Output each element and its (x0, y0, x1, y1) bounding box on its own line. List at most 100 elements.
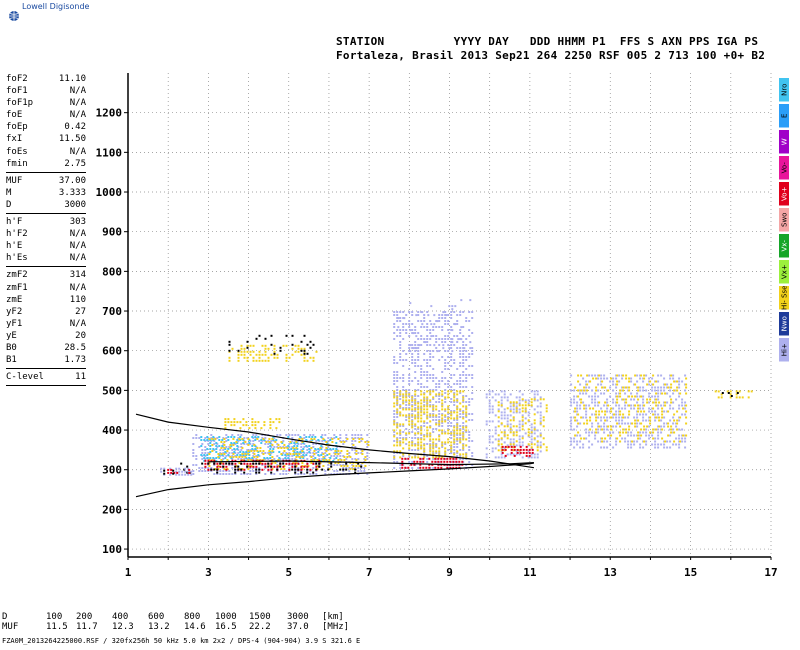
echo-pixel (240, 446, 243, 448)
echo-pixel (357, 462, 360, 465)
param-value: N/A (69, 318, 86, 329)
echo-pixel (591, 422, 594, 425)
echo-pixel (329, 457, 332, 459)
echo-pixel (275, 439, 278, 441)
echo-pixel (324, 473, 327, 475)
echo-pixel (423, 374, 426, 376)
echo-pixel (209, 451, 212, 453)
distance-row: D 100 200 400 600 800 1000 1500 3000 [km] (2, 612, 402, 623)
x-tick-label: 13 (604, 566, 617, 579)
echo-pixel (468, 404, 471, 406)
echo-pixel (663, 377, 666, 380)
echo-pixel (654, 413, 657, 416)
echo-pixel (657, 380, 660, 383)
echo-pixel (227, 421, 230, 424)
echo-pixel (294, 465, 297, 468)
echo-pixel (509, 431, 512, 434)
echo-pixel (330, 464, 333, 466)
echo-pixel (420, 344, 423, 346)
echo-pixel (447, 419, 450, 421)
echo-pixel (729, 390, 732, 393)
echo-pixel (340, 465, 343, 467)
echo-pixel (503, 390, 506, 393)
echo-pixel (465, 350, 468, 352)
echo-pixel (342, 440, 345, 442)
echo-pixel (225, 462, 228, 465)
echo-pixel (402, 396, 405, 399)
echo-pixel (273, 347, 276, 350)
echo-pixel (405, 393, 408, 396)
legend-item: W (779, 130, 789, 154)
echo-pixel (253, 456, 256, 458)
echo-pixel (408, 335, 411, 337)
echo-pixel (255, 359, 258, 362)
echo-pixel (354, 471, 357, 474)
echo-pixel (661, 413, 664, 416)
echo-pixel (408, 347, 411, 349)
echo-pixel (367, 444, 370, 446)
echo-pixel (471, 374, 474, 376)
echo-pixel (488, 390, 491, 393)
echo-pixel (456, 443, 459, 445)
echo-pixel (444, 317, 447, 319)
param-row: MUF 37.00 (6, 175, 86, 187)
echo-pixel (414, 398, 417, 400)
echo-pixel (634, 425, 637, 428)
echo-pixel (579, 392, 582, 395)
echo-pixel (591, 398, 594, 401)
echo-pixel (361, 438, 364, 440)
echo-pixel (639, 386, 642, 389)
echo-pixel (597, 404, 600, 407)
echo-pixel (315, 473, 318, 475)
echo-pixel (320, 454, 323, 456)
echo-pixel (328, 462, 331, 464)
echo-pixel (313, 438, 316, 440)
echo-pixel (450, 449, 453, 451)
echo-pixel (169, 467, 172, 470)
echo-pixel (414, 443, 417, 445)
echo-pixel (239, 436, 242, 438)
echo-pixel (570, 374, 573, 377)
echo-pixel (649, 398, 652, 401)
echo-pixel (652, 431, 655, 434)
echo-pixel (678, 407, 681, 410)
echo-pixel (313, 459, 316, 461)
echo-pixel (264, 462, 267, 465)
echo-pixel (506, 434, 509, 437)
echo-pixel (456, 335, 459, 337)
echo-pixel (334, 462, 337, 464)
echo-pixel (393, 452, 396, 454)
echo-pixel (612, 377, 615, 380)
echo-pixel (414, 377, 417, 379)
echo-pixel (243, 356, 246, 359)
echo-pixel (246, 346, 249, 349)
echo-pixel (441, 441, 444, 444)
legend-label: Vx+ (781, 264, 789, 279)
echo-pixel (318, 465, 321, 468)
echo-pixel (417, 444, 420, 447)
echo-pixel (279, 346, 282, 349)
echo-pixel (243, 347, 246, 350)
echo-pixel (447, 329, 450, 331)
echo-pixel (246, 344, 249, 347)
echo-pixel (396, 317, 399, 319)
echo-pixel (206, 454, 209, 456)
echo-pixel (465, 395, 468, 397)
echo-pixel (346, 456, 349, 458)
echo-pixel (585, 437, 588, 440)
echo-pixel (249, 462, 252, 465)
echo-pixel (595, 386, 598, 389)
echo-pixel (399, 450, 402, 453)
echo-pixel (582, 416, 585, 419)
echo-pixel (468, 353, 471, 355)
echo-pixel (405, 408, 408, 411)
echo-pixel (663, 389, 666, 392)
echo-pixel (258, 461, 261, 463)
echo-pixel (310, 459, 313, 461)
echo-pixel (570, 440, 573, 443)
echo-pixel (405, 329, 408, 331)
echo-pixel (465, 408, 468, 411)
echo-pixel (223, 444, 226, 446)
echo-pixel (447, 428, 450, 430)
echo-pixel (506, 453, 509, 456)
